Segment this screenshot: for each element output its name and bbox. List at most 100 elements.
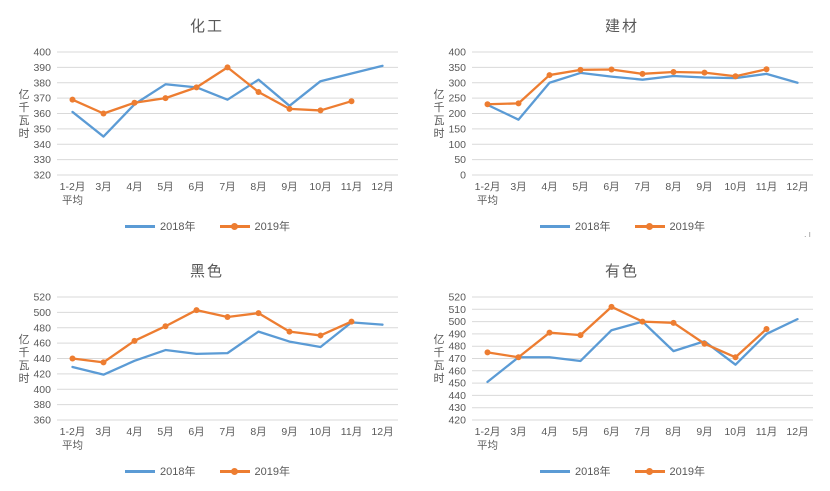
x-tick-label: 9月: [696, 181, 712, 193]
series-marker-2019年: [255, 88, 262, 95]
y-tick-label: 100: [448, 139, 466, 151]
y-tick-label: 400: [33, 47, 51, 59]
legend-label-2019: 2019年: [669, 221, 705, 233]
series-marker-2019年: [348, 98, 355, 105]
y-tick-label: 320: [33, 170, 51, 182]
y-tick-label: 500: [448, 316, 466, 328]
series-marker-2019年: [162, 323, 169, 330]
y-tick-label: 490: [448, 328, 466, 340]
y-tick-label: 510: [448, 304, 466, 316]
x-tick-label: 5月: [157, 426, 173, 438]
x-tick-label: 5月: [572, 426, 588, 438]
legend-item-2018: 2018年: [540, 463, 611, 479]
legend-label-2018: 2018年: [575, 466, 611, 478]
x-tick-label: 12月: [786, 426, 808, 438]
series-marker-2019年: [670, 319, 677, 326]
x-tick-label: 10月: [309, 426, 331, 438]
series-marker-2019年: [69, 96, 76, 103]
series-marker-2019年: [484, 349, 491, 356]
series-line-2019年: [71, 66, 353, 115]
y-tick-label: 440: [33, 353, 51, 365]
series-marker-2019年: [255, 310, 262, 317]
y-tick-label: 450: [448, 378, 466, 390]
legend-line-2018-icon: [125, 224, 156, 228]
series-marker-2019年: [131, 99, 138, 106]
legend-line-2018-icon: [540, 469, 571, 473]
series-marker-2019年: [286, 105, 293, 112]
x-tick-label: 7月: [219, 181, 235, 193]
series-marker-2019年: [608, 303, 615, 310]
y-tick-label: 380: [33, 77, 51, 89]
legend-label-2018: 2018年: [575, 221, 611, 233]
series-marker-2019年: [546, 72, 553, 79]
legend-item-2019: 2019年: [634, 463, 705, 479]
legend-line-2018-icon: [125, 469, 156, 473]
series-marker-2019年: [224, 313, 231, 320]
y-axis-unit-label: 亿: [434, 333, 445, 346]
legend-item-2018: 2018年: [125, 218, 196, 234]
x-tick-label: 10月: [724, 181, 746, 193]
chart-legend: 2018年 2019年: [0, 213, 415, 239]
legend-marker-2019-icon: [646, 467, 653, 475]
series-marker-2019年: [546, 329, 553, 336]
y-tick-label: 350: [448, 62, 466, 74]
series-marker-2019年: [577, 66, 584, 73]
legend-line-2019-icon: [634, 222, 665, 230]
series-marker-2019年: [763, 66, 770, 73]
x-tick-label: 1-2月: [60, 181, 86, 193]
y-axis-unit-label: 瓦: [19, 115, 30, 127]
y-axis-unit-label: 瓦: [19, 360, 30, 372]
series-marker-2019年: [224, 64, 231, 71]
y-tick-label: 200: [448, 108, 466, 120]
series-marker-2019年: [69, 355, 76, 362]
x-tick-label: 9月: [281, 426, 297, 438]
y-tick-label: 360: [33, 415, 51, 427]
y-axis-unit-label: 亿: [434, 88, 445, 101]
x-tick-label: 5月: [572, 181, 588, 193]
x-tick-label: 3月: [95, 181, 111, 193]
x-tick-label: 8月: [250, 426, 266, 438]
y-tick-label: 420: [33, 368, 51, 380]
y-axis-unit-label: 瓦: [434, 360, 445, 372]
x-tick-label: 6月: [603, 426, 619, 438]
y-axis-unit-label: 亿: [19, 333, 30, 346]
series-line-2019年: [486, 68, 768, 106]
legend-line-2018-icon: [540, 224, 571, 228]
series-marker-2019年: [639, 318, 646, 325]
y-tick-label: 470: [448, 353, 466, 365]
x-tick-label: 5月: [157, 181, 173, 193]
legend-item-2019: 2019年: [634, 218, 705, 234]
series-line-2018年: [486, 317, 799, 384]
y-axis-unit-label: 时: [434, 127, 445, 140]
chart-non-ferrous: 有色 420 430 440 450 460 470 480 490 500 510 520 亿千瓦时…: [415, 245, 830, 491]
x-tick-label: 7月: [634, 181, 650, 193]
y-tick-label: 480: [33, 322, 51, 334]
legend-item-2019: 2019年: [219, 218, 290, 234]
x-tick-label: 10月: [724, 426, 746, 438]
series-marker-2019年: [100, 359, 107, 366]
legend-marker-2019-icon: [231, 467, 238, 475]
x-tick-label: 6月: [188, 426, 204, 438]
y-axis-unit-label: 千: [434, 346, 445, 359]
y-axis-unit-label: 时: [19, 372, 30, 385]
series-marker-2019年: [732, 73, 739, 80]
series-marker-2019年: [701, 69, 708, 76]
legend-label-2018: 2018年: [160, 466, 196, 478]
series-marker-2019年: [515, 100, 522, 107]
y-axis-unit-label: 时: [19, 127, 30, 140]
y-tick-label: 520: [448, 292, 466, 304]
series-marker-2019年: [670, 68, 677, 75]
series-marker-2019年: [484, 101, 491, 108]
page-artifact: .ı: [804, 229, 814, 239]
y-tick-label: 460: [448, 365, 466, 377]
y-tick-label: 400: [448, 47, 466, 59]
y-axis-unit-label: 千: [434, 101, 445, 114]
series-marker-2019年: [317, 332, 324, 339]
y-tick-label: 440: [448, 390, 466, 402]
series-marker-2019年: [162, 95, 169, 102]
x-tick-label: 6月: [188, 181, 204, 193]
